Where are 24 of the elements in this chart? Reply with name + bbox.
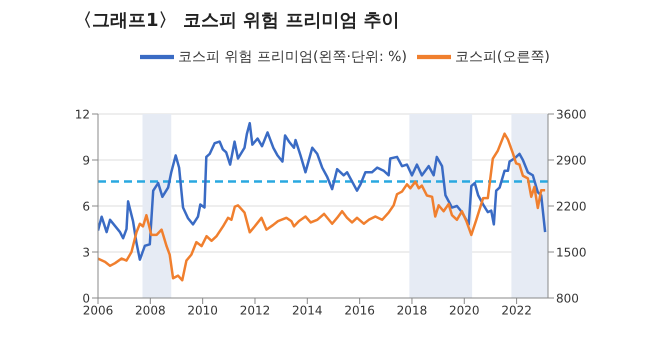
legend-label: 코스피(오른쪽) bbox=[454, 48, 550, 65]
y-tick-label: 9 bbox=[82, 153, 90, 168]
y-tick-label: 12 bbox=[74, 107, 90, 122]
line-series bbox=[98, 122, 546, 261]
x-tick-label: 2018 bbox=[396, 304, 428, 318]
line-series bbox=[98, 132, 546, 282]
x-tick-label: 2008 bbox=[135, 304, 166, 318]
y2-tick-label: 2900 bbox=[556, 153, 587, 168]
x-tick-label: 2010 bbox=[187, 304, 218, 318]
x-tick-label: 2012 bbox=[240, 304, 270, 318]
y2-tick-label: 2200 bbox=[556, 199, 587, 214]
y-tick-label: 0 bbox=[82, 291, 90, 306]
y2-tick-label: 800 bbox=[556, 291, 579, 306]
x-tick-label: 2006 bbox=[82, 304, 114, 318]
x-tick-label: 2022 bbox=[501, 304, 532, 318]
y2-tick-label: 1500 bbox=[556, 245, 587, 260]
y-tick-label: 3 bbox=[82, 245, 90, 260]
x-tick-label: 2014 bbox=[292, 304, 323, 318]
y2-tick-label: 3600 bbox=[556, 107, 587, 122]
y-tick-label: 6 bbox=[82, 199, 90, 214]
x-tick-label: 2016 bbox=[344, 304, 375, 318]
x-tick-label: 2020 bbox=[449, 304, 480, 318]
chart-title: 〈그래프1〉 코스피 위험 프리미엄 추이 bbox=[74, 9, 400, 32]
legend-label: 코스피 위험 프리미엄(왼쪽·단위: %) bbox=[178, 48, 407, 65]
